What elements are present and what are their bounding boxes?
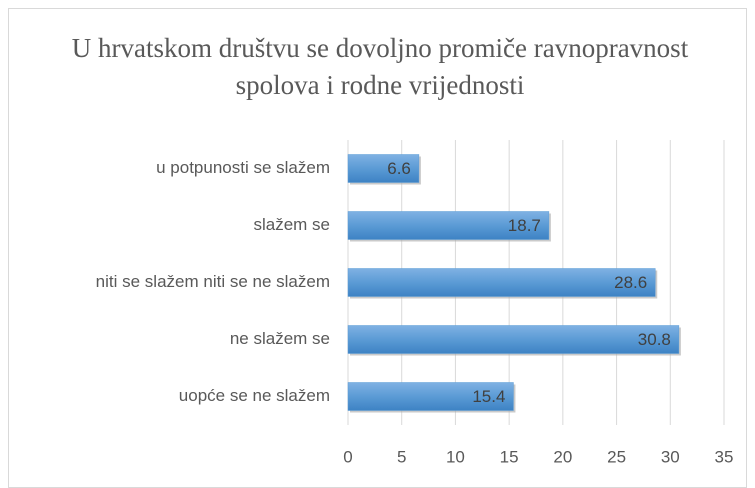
x-tick-label: 15 <box>500 447 519 466</box>
x-tick-label: 5 <box>397 447 406 466</box>
bar <box>347 325 680 354</box>
bar <box>347 211 550 240</box>
x-tick-label: 20 <box>553 447 572 466</box>
y-tick-label: ne slažem se <box>230 329 330 348</box>
data-label: 30.8 <box>638 330 671 349</box>
y-tick-label: u potpunosti se slažem <box>156 158 330 177</box>
data-label: 28.6 <box>614 273 647 292</box>
y-tick-label: slažem se <box>253 215 330 234</box>
chart: 0 5 10 15 20 25 30 35 u potpunosti se slažem 6.6 s… <box>96 140 734 466</box>
x-tick-label: 25 <box>607 447 626 466</box>
data-label: 6.6 <box>387 159 411 178</box>
y-tick-label: uopće se ne slažem <box>179 386 330 405</box>
bar <box>347 382 514 411</box>
chart-title: U hrvatskom društvu se dovoljno promiče … <box>71 33 689 100</box>
bar <box>347 154 420 183</box>
x-tick-label: 0 <box>343 447 352 466</box>
bar <box>347 268 656 297</box>
x-tick-label: 10 <box>446 447 465 466</box>
x-tick-label: 35 <box>715 447 734 466</box>
data-label: 15.4 <box>472 387 505 406</box>
chart-container: U hrvatskom društvu se dovoljno promiče … <box>8 8 747 488</box>
x-tick-label: 30 <box>661 447 680 466</box>
y-tick-label: niti se slažem niti se ne slažem <box>96 272 330 291</box>
data-label: 18.7 <box>508 216 541 235</box>
